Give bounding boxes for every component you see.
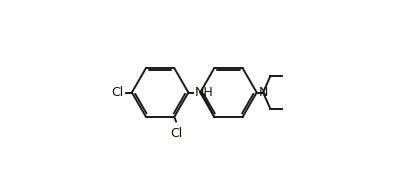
Text: Cl: Cl [111, 86, 123, 99]
Text: N: N [259, 86, 268, 99]
Text: NH: NH [195, 86, 213, 99]
Text: Cl: Cl [170, 127, 182, 140]
